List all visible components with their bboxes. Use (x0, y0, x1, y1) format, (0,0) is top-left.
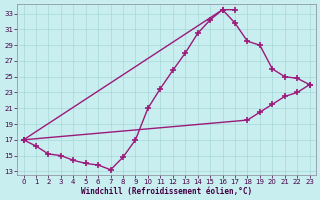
X-axis label: Windchill (Refroidissement éolien,°C): Windchill (Refroidissement éolien,°C) (81, 187, 252, 196)
